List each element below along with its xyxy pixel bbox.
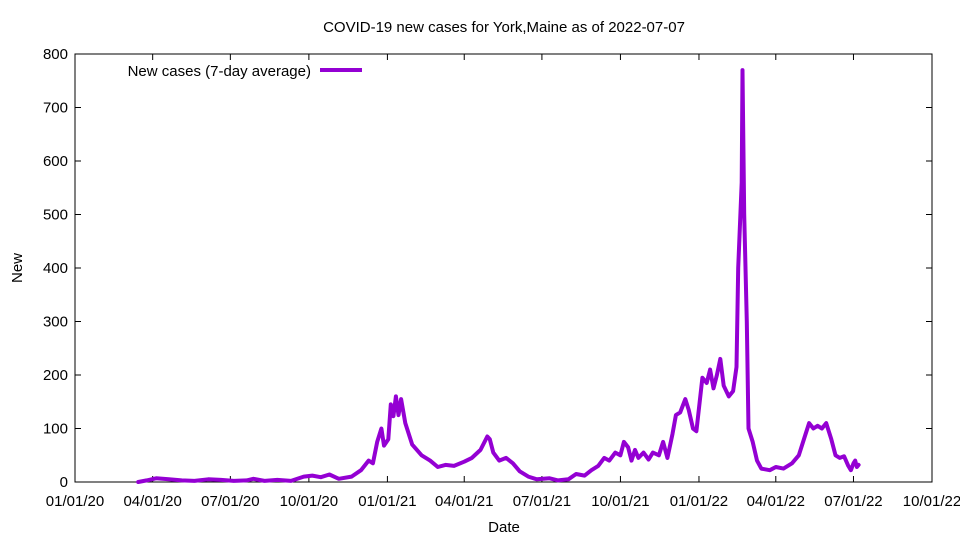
y-tick-label: 100 — [43, 421, 68, 438]
y-tick-label: 400 — [43, 260, 68, 277]
series-line-new-cases — [136, 68, 861, 484]
x-tick-label: 01/01/22 — [670, 493, 728, 510]
x-tick-label: 10/01/21 — [591, 493, 649, 510]
y-tick-label: 600 — [43, 153, 68, 170]
x-axis-ticks: 01/01/20 04/01/20 07/01/20 10/01/20 01/01/21… — [46, 54, 960, 510]
x-tick-label: 10/01/22 — [903, 493, 960, 510]
x-tick-label: 07/01/20 — [201, 493, 259, 510]
x-tick-label: 07/01/21 — [513, 493, 571, 510]
y-tick-label: 0 — [60, 474, 68, 491]
y-tick-label: 800 — [43, 46, 68, 63]
x-tick-label: 01/01/20 — [46, 493, 104, 510]
y-tick-label: 300 — [43, 314, 68, 331]
x-tick-label: 10/01/20 — [280, 493, 338, 510]
x-tick-label: 04/01/20 — [123, 493, 181, 510]
y-axis-label: New — [9, 253, 26, 283]
plot-frame — [74, 53, 933, 483]
chart-title: COVID-19 new cases for York,Maine as of … — [323, 19, 685, 36]
legend-label: New cases (7-day average) — [128, 63, 311, 80]
y-tick-label: 200 — [43, 367, 68, 384]
legend: New cases (7-day average) — [128, 63, 362, 80]
x-tick-label: 01/01/21 — [358, 493, 416, 510]
y-axis-ticks: 0 100 200 300 400 500 600 700 800 — [43, 46, 932, 491]
x-tick-label: 04/01/21 — [435, 493, 493, 510]
x-axis-label: Date — [488, 519, 520, 536]
y-tick-label: 700 — [43, 100, 68, 117]
x-tick-label: 07/01/22 — [824, 493, 882, 510]
y-tick-label: 500 — [43, 207, 68, 224]
x-tick-label: 04/01/22 — [747, 493, 805, 510]
